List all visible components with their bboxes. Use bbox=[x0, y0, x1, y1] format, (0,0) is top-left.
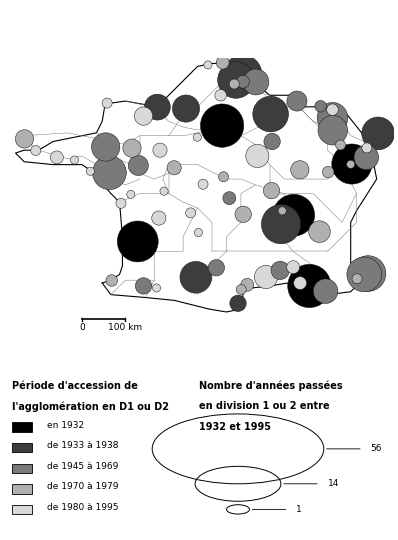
Circle shape bbox=[223, 192, 236, 205]
Circle shape bbox=[102, 98, 112, 108]
Circle shape bbox=[86, 167, 94, 176]
Circle shape bbox=[322, 166, 334, 178]
Circle shape bbox=[287, 261, 300, 274]
Circle shape bbox=[106, 275, 117, 286]
Text: 100 km: 100 km bbox=[108, 323, 142, 332]
Circle shape bbox=[16, 130, 34, 148]
Circle shape bbox=[127, 190, 135, 199]
Circle shape bbox=[294, 276, 306, 289]
Circle shape bbox=[336, 140, 345, 150]
Circle shape bbox=[243, 69, 269, 95]
Circle shape bbox=[318, 116, 347, 145]
Circle shape bbox=[236, 285, 246, 294]
Circle shape bbox=[201, 104, 244, 147]
Circle shape bbox=[308, 221, 330, 242]
Circle shape bbox=[278, 207, 286, 215]
Text: Nombre d'années passées: Nombre d'années passées bbox=[199, 381, 343, 391]
Circle shape bbox=[315, 100, 326, 112]
Circle shape bbox=[347, 160, 355, 168]
Circle shape bbox=[180, 261, 212, 293]
Circle shape bbox=[362, 117, 394, 150]
Circle shape bbox=[70, 156, 78, 164]
Text: 0: 0 bbox=[79, 323, 85, 332]
Text: en division 1 ou 2 entre: en division 1 ou 2 entre bbox=[199, 401, 330, 411]
Circle shape bbox=[263, 183, 280, 199]
Circle shape bbox=[215, 90, 226, 101]
Text: 1932 et 1995: 1932 et 1995 bbox=[199, 422, 271, 432]
Circle shape bbox=[152, 284, 161, 292]
FancyBboxPatch shape bbox=[12, 484, 32, 494]
Circle shape bbox=[261, 205, 301, 244]
Circle shape bbox=[198, 179, 208, 190]
Text: l'agglomération en D1 ou D2: l'agglomération en D1 ou D2 bbox=[12, 401, 169, 411]
Circle shape bbox=[128, 156, 148, 176]
Circle shape bbox=[135, 278, 152, 294]
Circle shape bbox=[317, 103, 348, 133]
Circle shape bbox=[254, 266, 278, 288]
Circle shape bbox=[223, 55, 262, 93]
Circle shape bbox=[116, 198, 126, 208]
Circle shape bbox=[271, 261, 289, 280]
Circle shape bbox=[350, 255, 386, 292]
Circle shape bbox=[208, 260, 224, 276]
Text: 56: 56 bbox=[371, 444, 382, 454]
Circle shape bbox=[216, 56, 229, 69]
Circle shape bbox=[241, 278, 254, 291]
FancyBboxPatch shape bbox=[12, 505, 32, 515]
Circle shape bbox=[287, 91, 307, 111]
Polygon shape bbox=[397, 295, 398, 341]
FancyBboxPatch shape bbox=[12, 443, 32, 453]
Text: de 1970 à 1979: de 1970 à 1979 bbox=[47, 482, 119, 491]
Circle shape bbox=[135, 107, 153, 125]
Circle shape bbox=[152, 211, 166, 225]
Circle shape bbox=[117, 221, 158, 262]
Circle shape bbox=[332, 144, 372, 184]
Circle shape bbox=[235, 206, 252, 222]
Circle shape bbox=[264, 133, 280, 150]
Circle shape bbox=[291, 161, 309, 179]
Circle shape bbox=[51, 151, 63, 164]
Circle shape bbox=[185, 208, 196, 218]
Circle shape bbox=[246, 144, 269, 167]
Text: de 1945 à 1969: de 1945 à 1969 bbox=[47, 462, 119, 471]
Text: de 1933 à 1938: de 1933 à 1938 bbox=[47, 441, 119, 450]
Circle shape bbox=[172, 95, 199, 122]
Circle shape bbox=[230, 295, 246, 312]
Circle shape bbox=[144, 94, 170, 120]
Circle shape bbox=[92, 133, 120, 161]
Circle shape bbox=[229, 79, 239, 89]
Text: Période d'accession de: Période d'accession de bbox=[12, 381, 138, 390]
Circle shape bbox=[194, 228, 203, 237]
Circle shape bbox=[123, 139, 141, 157]
Circle shape bbox=[313, 279, 338, 303]
Circle shape bbox=[347, 257, 382, 292]
Circle shape bbox=[219, 172, 228, 182]
Circle shape bbox=[253, 96, 289, 132]
Circle shape bbox=[327, 104, 338, 116]
Text: 14: 14 bbox=[328, 480, 339, 488]
Text: de 1980 à 1995: de 1980 à 1995 bbox=[47, 503, 119, 512]
Circle shape bbox=[218, 62, 254, 98]
Circle shape bbox=[153, 143, 167, 157]
Circle shape bbox=[167, 161, 181, 175]
Circle shape bbox=[352, 274, 362, 284]
Circle shape bbox=[236, 75, 250, 88]
Circle shape bbox=[362, 143, 372, 153]
FancyBboxPatch shape bbox=[12, 422, 32, 432]
Circle shape bbox=[31, 145, 41, 156]
Circle shape bbox=[160, 187, 168, 195]
Circle shape bbox=[273, 194, 315, 236]
Circle shape bbox=[93, 156, 126, 190]
Text: en 1932: en 1932 bbox=[47, 421, 84, 429]
FancyBboxPatch shape bbox=[12, 464, 32, 473]
Circle shape bbox=[204, 61, 212, 69]
Circle shape bbox=[354, 145, 378, 170]
Polygon shape bbox=[16, 64, 377, 312]
Text: 1: 1 bbox=[296, 505, 302, 514]
Circle shape bbox=[288, 264, 331, 308]
Circle shape bbox=[193, 133, 201, 141]
